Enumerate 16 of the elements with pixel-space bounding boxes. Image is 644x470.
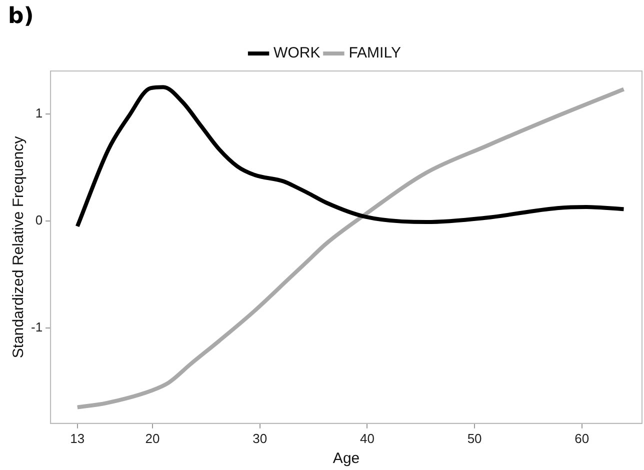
line-series bbox=[75, 85, 626, 228]
x-tick-label: 20 bbox=[145, 430, 160, 446]
text: b) bbox=[8, 4, 34, 29]
y-tick-label: -1 bbox=[30, 320, 43, 335]
x-tick-label: 60 bbox=[574, 430, 590, 446]
x-axis-title: Age bbox=[332, 450, 360, 468]
y-tick-label: 0 bbox=[35, 212, 43, 228]
x-tick-label: 30 bbox=[252, 430, 268, 446]
x-tick-label: 40 bbox=[360, 430, 374, 446]
legend-label: FAMILY bbox=[348, 44, 401, 62]
legend-label: WORK bbox=[274, 44, 320, 62]
y-axis-title: Standardized Relative Frequency bbox=[10, 136, 28, 358]
line-series bbox=[75, 87, 626, 410]
x-tick-label: 50 bbox=[467, 430, 482, 446]
y-tick-label: 1 bbox=[35, 105, 43, 120]
x-tick-label: 13 bbox=[70, 430, 85, 446]
